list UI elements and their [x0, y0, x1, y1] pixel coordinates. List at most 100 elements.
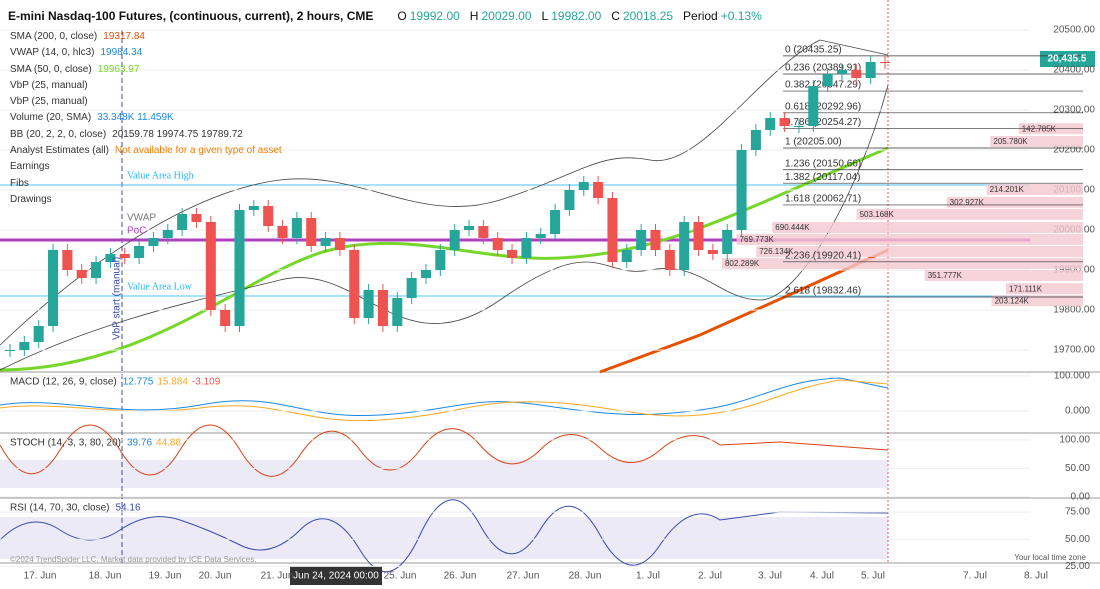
- pane-tick-label: 50.00: [1065, 463, 1090, 474]
- fib-label: 1.618 (20062.71): [785, 194, 861, 205]
- x-tick-label: 18. Jun: [89, 571, 122, 582]
- ohlc-key: C: [611, 9, 620, 23]
- candle: [220, 310, 231, 326]
- legend-row: Volume (20, SMA) 33.348K 11.459K: [10, 110, 282, 126]
- fib-label: 1 (20205.00): [785, 137, 842, 148]
- legend-name: VbP (25, manual): [10, 96, 88, 108]
- pane-tick-label: 100.000: [1054, 371, 1091, 382]
- stoch-band: [0, 460, 888, 488]
- candle: [478, 226, 489, 238]
- ohlc-key: L: [541, 9, 549, 23]
- candle: [119, 254, 130, 258]
- volume-profile-label: 142.785K: [1022, 124, 1057, 133]
- pane-label: RSI (14, 70, 30, close): [10, 503, 110, 514]
- volume-profile-bar: [1018, 123, 1083, 135]
- candle: [191, 214, 202, 222]
- legend-name: VbP (25, manual): [10, 79, 88, 91]
- pane-label: STOCH (14, 3, 3, 80, 20): [10, 438, 121, 449]
- pane-value: 12.775: [123, 377, 154, 388]
- poc-label: PoC: [127, 226, 146, 237]
- candle: [177, 214, 188, 230]
- candle: [521, 238, 532, 258]
- candle: [306, 218, 317, 246]
- ohlc-value: 19992.00: [409, 9, 460, 23]
- candle: [62, 250, 73, 270]
- x-tick-label: 17. Jun: [24, 571, 57, 582]
- crosshair-date-box: [290, 566, 382, 585]
- rsi-line: [0, 499, 889, 573]
- volume-profile-label: 769.773K: [740, 235, 775, 244]
- ohlc-key: H: [469, 9, 479, 23]
- period-key: Period: [683, 9, 718, 23]
- ohlc-key: O: [397, 9, 407, 23]
- y-tick-label: 20400.00: [1053, 65, 1095, 76]
- timezone: Your local time zone: [1014, 553, 1086, 562]
- x-tick-label: 19. Jun: [149, 571, 182, 582]
- candle: [865, 62, 876, 78]
- rsi-band: [0, 517, 888, 559]
- volume-profile-bar: [856, 208, 1083, 220]
- legend-value: Not available for a given type of asset: [114, 145, 282, 157]
- x-tick-label: 3. Jul: [758, 571, 782, 582]
- candle: [449, 230, 460, 250]
- legend-value: 33.348K 11.459K: [97, 112, 174, 124]
- x-tick-label: 26. Jun: [444, 571, 477, 582]
- header: E-mini Nasdaq-100 Futures, (continuous, …: [8, 9, 762, 23]
- candle: [363, 290, 374, 318]
- x-tick-label: 1. Jul: [636, 571, 660, 582]
- candle: [263, 206, 274, 226]
- candle: [377, 290, 388, 326]
- legend-row: Analyst Estimates (all) Not available for…: [10, 143, 282, 159]
- period-value: +0.13%: [720, 9, 762, 23]
- volume-profile-bar: [772, 222, 1083, 233]
- candle: [564, 190, 575, 210]
- legend-row: VWAP (14, 0, hlc3) 19984.34: [10, 45, 282, 61]
- candle: [492, 238, 503, 250]
- candle: [621, 250, 632, 262]
- candle: [650, 230, 661, 250]
- legend-name: BB (20, 2, 2, 0, close): [10, 128, 107, 140]
- legend-value: 19317.84: [103, 31, 145, 42]
- volume-profile-label: 203.124K: [995, 296, 1030, 305]
- volume-profile-bar: [721, 258, 1083, 269]
- candle: [4, 350, 16, 351]
- candle: [664, 250, 675, 270]
- candle: [134, 246, 145, 258]
- legend-row: SMA (200, 0, close) 19317.84: [10, 29, 282, 45]
- candle: [822, 74, 833, 86]
- fib-label: 1.382 (20117.04): [785, 172, 860, 183]
- current-price: 20,435.5: [1048, 54, 1087, 65]
- legend-name: SMA (200, 0, close): [10, 31, 98, 42]
- crosshair-date: Jun 24, 2024 00:00: [293, 571, 379, 582]
- legend-name: Drawings: [10, 193, 52, 205]
- y-tick-label: 20200.00: [1053, 145, 1095, 156]
- x-tick-label: 7. Jul: [963, 571, 987, 582]
- volume-profile-label: 802.289K: [725, 259, 760, 268]
- candle: [636, 230, 647, 250]
- y-tick-label: 19800.00: [1053, 305, 1095, 316]
- candle: [808, 86, 819, 126]
- x-tick-label: 20. Jun: [199, 571, 232, 582]
- ohlc-value: 20018.25: [622, 9, 674, 23]
- candle: [693, 222, 704, 250]
- fib-label: 0.786 (20254.27): [785, 117, 861, 128]
- candle: [91, 262, 102, 278]
- vbp-start-label: VbP start (manual): [112, 257, 123, 340]
- legend-row: Fibs: [10, 176, 282, 192]
- candle: [148, 238, 159, 246]
- candle: [593, 182, 604, 198]
- candle: [162, 230, 173, 238]
- volume-profile-label: 351.777K: [928, 271, 963, 280]
- bb-upper: [0, 39, 889, 346]
- fib-label: 2.236 (19920.41): [785, 250, 861, 261]
- volume-profile-label: 726.134K: [759, 247, 794, 256]
- pane-value: 15.884: [157, 377, 188, 388]
- candle: [851, 70, 862, 78]
- stoch-line: [0, 424, 889, 477]
- pane-tick-label: 75.00: [1065, 507, 1090, 518]
- legend-value: 20159.78 19974.75 19789.72: [112, 128, 243, 140]
- candle: [291, 218, 302, 238]
- x-tick-label: 27. Jun: [507, 571, 540, 582]
